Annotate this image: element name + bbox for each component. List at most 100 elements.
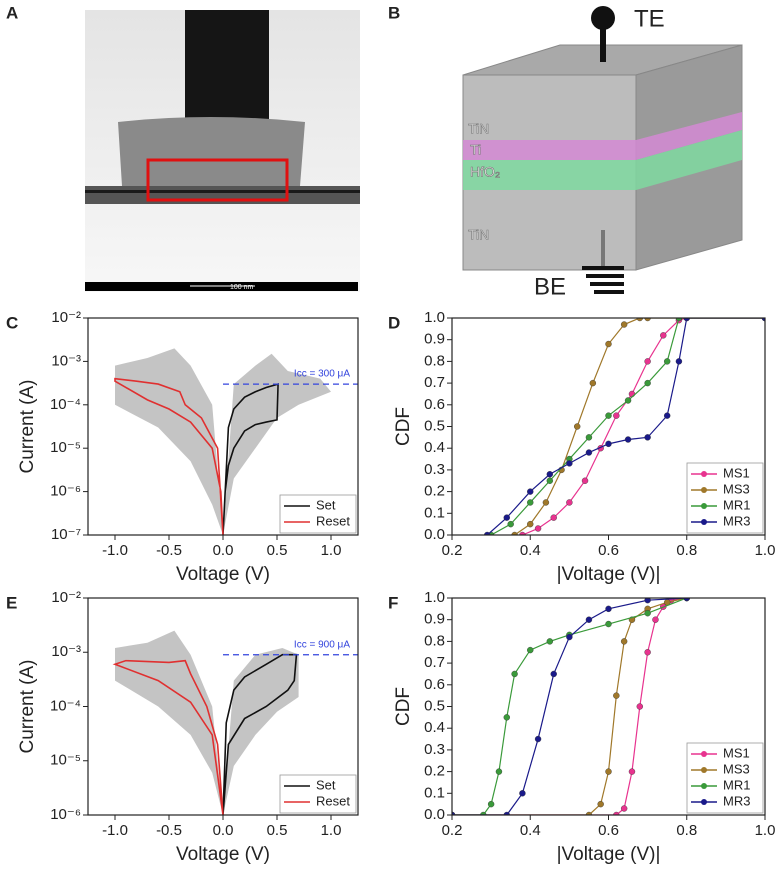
plot-area <box>452 598 690 815</box>
device-diagram: TE BE TiN Ti HfO₂ TiN <box>462 5 743 300</box>
legend-label: Reset <box>316 793 350 808</box>
legend-label: MS3 <box>723 761 750 776</box>
point <box>663 358 671 365</box>
x-tick-label: 0.4 <box>520 822 541 839</box>
point <box>683 598 690 602</box>
y-tick-label: 10⁻⁶ <box>50 483 81 500</box>
point <box>613 412 620 419</box>
point <box>566 460 573 467</box>
point <box>636 318 643 322</box>
scale-bar-label: 100 nm <box>230 284 254 291</box>
point <box>585 434 593 441</box>
point <box>761 318 765 322</box>
x-tick-label: 0.6 <box>598 822 619 839</box>
point <box>550 514 557 521</box>
y-tick-label: 0.0 <box>424 806 445 823</box>
plot-area <box>112 630 299 815</box>
panel-label: E <box>6 593 17 612</box>
x-tick-label: 0.8 <box>676 822 697 839</box>
y-tick-label: 0.0 <box>424 526 445 543</box>
point <box>519 531 526 535</box>
series-line <box>490 318 765 535</box>
point <box>589 379 597 387</box>
point <box>527 646 534 654</box>
y-tick-label: 10⁻² <box>51 589 81 606</box>
y-tick-label: 0.7 <box>424 654 445 671</box>
y-axis-label: Current (A) <box>17 660 38 754</box>
point <box>605 412 612 419</box>
y-axis-label: CDF <box>393 687 414 726</box>
legend-label: MS1 <box>723 465 750 480</box>
legend-label: MS1 <box>723 745 750 760</box>
y-tick-label: 0.5 <box>424 697 445 714</box>
y-tick-label: 0.8 <box>424 352 445 369</box>
series-line <box>452 598 687 815</box>
point <box>613 692 620 699</box>
x-tick-label: 0.2 <box>442 822 463 839</box>
point <box>605 768 612 775</box>
x-axis-label: Voltage (V) <box>176 564 270 585</box>
point <box>620 805 628 812</box>
point <box>644 318 651 322</box>
point <box>585 811 593 815</box>
x-tick-label: 1.0 <box>755 822 776 839</box>
point <box>452 811 456 815</box>
series-line <box>452 598 687 815</box>
point <box>546 638 554 645</box>
point <box>503 811 510 815</box>
y-tick-label: 0.1 <box>424 504 445 521</box>
x-tick-label: -1.0 <box>102 822 128 839</box>
x-tick-label: -0.5 <box>156 542 182 559</box>
legend-marker <box>701 487 707 493</box>
point <box>663 412 671 419</box>
y-axis-label: CDF <box>393 407 414 446</box>
point <box>566 633 573 641</box>
x-tick-label: 1.0 <box>755 542 776 559</box>
point <box>581 477 589 484</box>
x-axis-label: |Voltage (V)| <box>557 844 661 865</box>
y-tick-label: 1.0 <box>424 309 445 326</box>
point <box>644 609 651 617</box>
plot-area <box>484 318 765 535</box>
tem-image: 100 nm <box>85 10 360 292</box>
point <box>624 397 632 404</box>
compliance-label: Icc = 900 μA <box>294 639 350 650</box>
point <box>585 616 593 623</box>
x-tick-label: 0.2 <box>442 542 463 559</box>
legend-label: MR3 <box>723 513 750 528</box>
y-tick-label: 0.9 <box>424 331 445 348</box>
point <box>624 436 632 443</box>
point <box>597 800 604 808</box>
point <box>546 477 554 484</box>
point <box>675 358 683 365</box>
x-axis-label: |Voltage (V)| <box>557 564 661 585</box>
point <box>644 379 651 387</box>
point <box>527 488 534 495</box>
panel-label: A <box>6 3 18 22</box>
y-tick-label: 0.2 <box>424 483 445 500</box>
cycle-envelope <box>115 630 299 815</box>
y-tick-label: 0.8 <box>424 632 445 649</box>
series-line <box>114 377 224 535</box>
y-tick-label: 0.4 <box>424 439 445 456</box>
y-tick-label: 10⁻² <box>51 309 81 326</box>
y-tick-label: 0.3 <box>424 461 445 478</box>
bottom-electrode-label: BE <box>534 273 566 300</box>
panel-label: D <box>388 313 400 332</box>
layer-label: TiN <box>468 121 489 137</box>
y-tick-label: 0.3 <box>424 741 445 758</box>
legend-box <box>279 494 357 534</box>
panel-label: C <box>6 313 18 332</box>
point <box>605 605 612 613</box>
point <box>507 520 514 528</box>
layer-label: TiN <box>468 227 489 243</box>
point <box>644 649 651 656</box>
y-tick-label: 10⁻⁴ <box>50 697 81 714</box>
point <box>660 332 667 339</box>
point <box>620 638 628 645</box>
layer-label: HfO₂ <box>470 164 500 180</box>
x-tick-label: -1.0 <box>102 542 128 559</box>
layer-label: Ti <box>470 142 481 158</box>
legend-marker <box>701 751 707 757</box>
